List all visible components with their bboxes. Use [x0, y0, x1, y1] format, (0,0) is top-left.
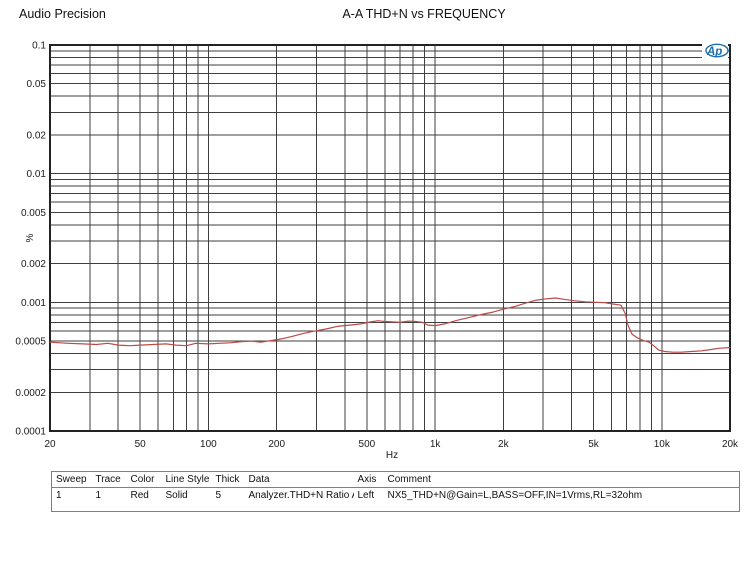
legend-table: Sweep Trace Color Line Style Thick Data … [51, 471, 740, 512]
y-axis-unit: % [25, 233, 36, 242]
x-tick-label: 500 [359, 439, 376, 450]
cell-trace: 1 [95, 490, 102, 501]
legend-data-row: 1 1 Red Solid 5 Analyzer.THD+N Ratio A L… [52, 488, 740, 512]
tick-layer: 20 50 100 200 500 1k 2k 5k 10k 20k 0.1 0.05 0.02 0.01… [15, 41, 739, 451]
cell-data: Analyzer.THD+N Ratio A [248, 490, 354, 501]
col-header-data: Data [244, 471, 354, 488]
cell-color: Red [130, 490, 149, 501]
x-tick-label: 5k [588, 439, 600, 450]
col-header-thick: Thick [211, 471, 245, 488]
col-header-color: Color [126, 471, 162, 488]
x-tick-label: 100 [200, 439, 217, 450]
grid-layer [49, 44, 731, 432]
y-tick-label: 0.05 [27, 79, 47, 90]
y-tick-label: 0.01 [27, 169, 47, 180]
y-tick-label: 0.1 [32, 41, 46, 52]
cell-axis: Left [357, 490, 375, 501]
thdn-vs-frequency-chart: 20 50 100 200 500 1k 2k 5k 10k 20k 0.1 0.05 0.02 0.01… [15, 41, 739, 462]
x-tick-label: 20 [44, 439, 56, 450]
col-header-trace: Trace [91, 471, 127, 488]
cell-sweep: 1 [56, 490, 62, 501]
y-tick-label: 0.0001 [15, 427, 46, 438]
cell-line-style: Solid [165, 490, 188, 501]
y-tick-label: 0.0005 [15, 337, 46, 348]
x-tick-label: 50 [135, 439, 147, 450]
col-header-comment: Comment [383, 471, 740, 488]
chart-title: A-A THD+N vs FREQUENCY [342, 7, 506, 21]
y-tick-label: 0.0002 [15, 388, 46, 399]
app-brand: Audio Precision [19, 7, 106, 21]
x-tick-label: 10k [654, 439, 671, 450]
ap-logo-swoosh [705, 43, 729, 58]
cell-comment: NX5_THD+N@Gain=L,BASS=OFF,IN=1Vrms,RL=32… [387, 490, 643, 501]
y-tick-label: 0.001 [21, 298, 46, 309]
y-tick-label: 0.02 [27, 130, 47, 141]
thdn-trace [49, 297, 731, 353]
x-tick-label: 200 [268, 439, 285, 450]
col-header-sweep: Sweep [51, 471, 92, 488]
x-tick-label: 20k [722, 439, 739, 450]
x-tick-label: 2k [498, 439, 510, 450]
col-header-axis: Axis [353, 471, 384, 488]
ap-logo-text: Ap [706, 46, 722, 58]
plot-border [49, 44, 731, 432]
cell-thick: 5 [215, 490, 222, 501]
trace-layer [49, 297, 731, 353]
ap-logo: Ap [702, 43, 729, 58]
x-tick-label: 1k [430, 439, 442, 450]
y-tick-label: 0.005 [21, 208, 46, 219]
y-tick-label: 0.002 [21, 259, 46, 270]
legend-header-row: Sweep Trace Color Line Style Thick Data … [51, 471, 740, 488]
x-axis-unit: Hz [386, 450, 398, 461]
col-header-line-style: Line Style [161, 471, 212, 488]
